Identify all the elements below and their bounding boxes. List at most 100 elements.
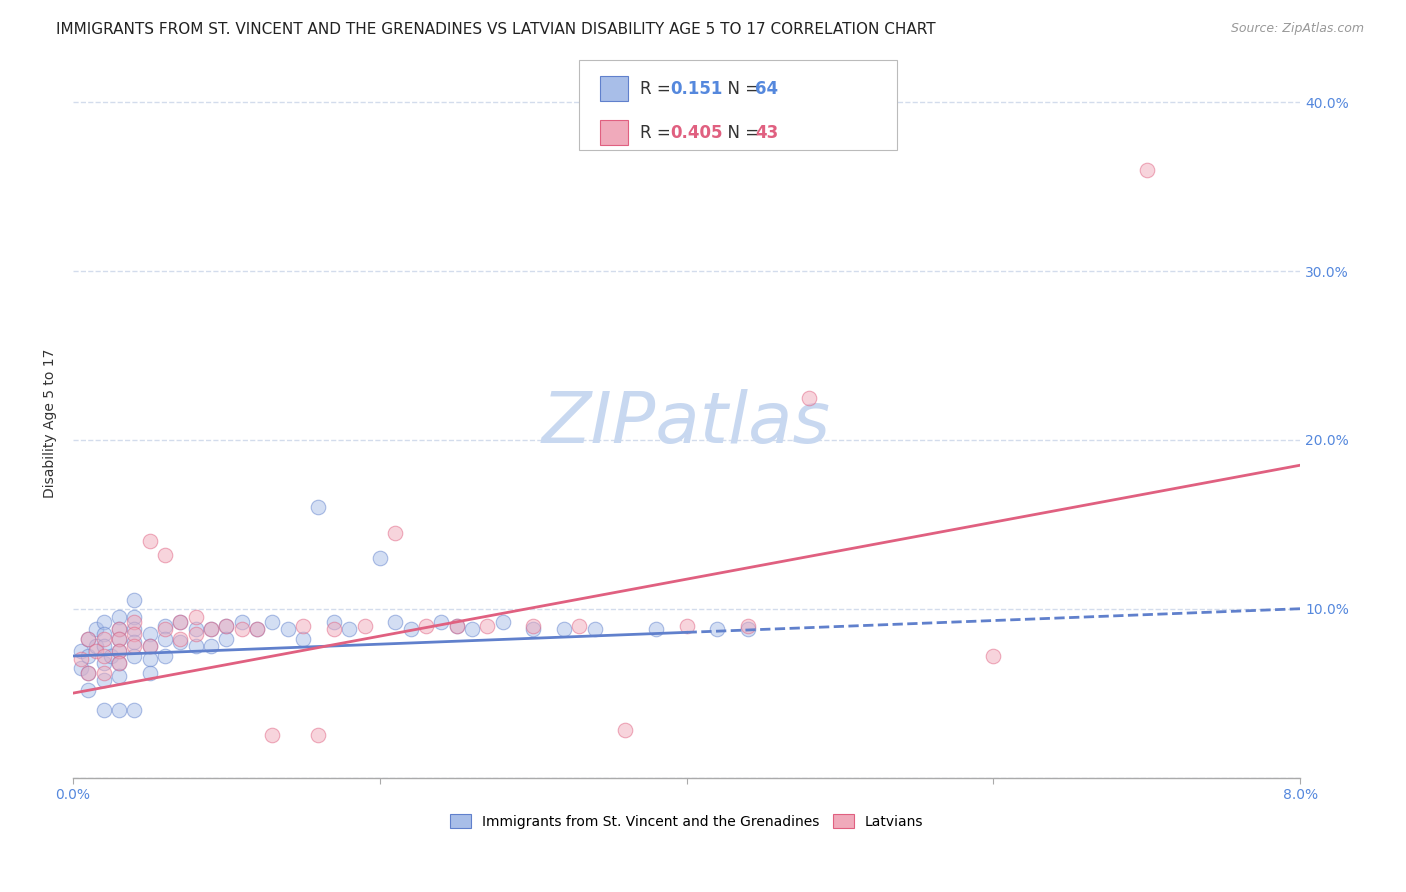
Point xyxy=(93,639,115,653)
Point xyxy=(77,682,100,697)
Point xyxy=(522,618,544,632)
Point xyxy=(262,728,284,742)
Point xyxy=(84,644,107,658)
Point xyxy=(69,661,91,675)
Point xyxy=(100,648,122,663)
Point xyxy=(799,391,821,405)
Point xyxy=(737,618,759,632)
Point xyxy=(215,618,238,632)
Point xyxy=(614,723,637,738)
Point xyxy=(231,622,253,636)
Point xyxy=(139,639,162,653)
Point xyxy=(1136,162,1159,177)
Text: ZIPatlas: ZIPatlas xyxy=(543,389,831,458)
Point xyxy=(124,622,146,636)
Text: R =: R = xyxy=(640,79,676,98)
Point xyxy=(108,656,131,670)
Point xyxy=(84,639,107,653)
Text: R =: R = xyxy=(640,124,676,142)
Point xyxy=(246,622,269,636)
Point xyxy=(384,525,406,540)
Point xyxy=(675,618,697,632)
Point xyxy=(124,610,146,624)
Point xyxy=(77,632,100,646)
Point xyxy=(153,622,176,636)
Point xyxy=(231,615,253,630)
Point xyxy=(77,648,100,663)
Point xyxy=(292,618,315,632)
Point xyxy=(139,534,162,549)
Point xyxy=(93,615,115,630)
Point xyxy=(384,615,406,630)
Point xyxy=(981,648,1004,663)
Point xyxy=(553,622,575,636)
Point xyxy=(93,627,115,641)
Point xyxy=(69,652,91,666)
Text: 0.405: 0.405 xyxy=(671,124,723,142)
Point xyxy=(215,618,238,632)
Point xyxy=(308,728,330,742)
Point xyxy=(446,618,468,632)
Text: IMMIGRANTS FROM ST. VINCENT AND THE GRENADINES VS LATVIAN DISABILITY AGE 5 TO 17: IMMIGRANTS FROM ST. VINCENT AND THE GREN… xyxy=(56,22,936,37)
Point xyxy=(108,656,131,670)
Point xyxy=(108,669,131,683)
Point xyxy=(169,615,191,630)
Point xyxy=(169,632,191,646)
Point xyxy=(322,615,344,630)
Point xyxy=(108,632,131,646)
Point xyxy=(184,639,207,653)
Point xyxy=(169,615,191,630)
Y-axis label: Disability Age 5 to 17: Disability Age 5 to 17 xyxy=(44,349,58,498)
Point xyxy=(184,610,207,624)
Point xyxy=(169,635,191,649)
Point xyxy=(200,622,222,636)
Point xyxy=(522,622,544,636)
Point xyxy=(69,644,91,658)
Point xyxy=(108,644,131,658)
Point xyxy=(124,615,146,630)
Point xyxy=(477,618,499,632)
Point xyxy=(108,703,131,717)
Point xyxy=(93,673,115,687)
Point xyxy=(108,610,131,624)
Point xyxy=(108,622,131,636)
Text: N =: N = xyxy=(717,124,765,142)
Text: 0.151: 0.151 xyxy=(671,79,723,98)
Point xyxy=(277,622,299,636)
Point xyxy=(124,593,146,607)
Point xyxy=(93,665,115,680)
Point xyxy=(337,622,360,636)
Point xyxy=(368,551,391,566)
Point xyxy=(93,703,115,717)
Point xyxy=(491,615,513,630)
Point xyxy=(353,618,375,632)
Point xyxy=(215,632,238,646)
Point xyxy=(139,639,162,653)
Point xyxy=(583,622,606,636)
Point xyxy=(93,656,115,670)
Point xyxy=(246,622,269,636)
Point xyxy=(93,648,115,663)
Point xyxy=(77,632,100,646)
Point xyxy=(153,548,176,562)
Point xyxy=(153,618,176,632)
Point xyxy=(262,615,284,630)
Point xyxy=(84,622,107,636)
Point xyxy=(153,648,176,663)
Point xyxy=(645,622,668,636)
Point xyxy=(184,627,207,641)
Point xyxy=(568,618,591,632)
Point xyxy=(124,648,146,663)
Point xyxy=(200,639,222,653)
Point xyxy=(430,615,453,630)
Point xyxy=(415,618,437,632)
Point xyxy=(737,622,759,636)
Point xyxy=(446,618,468,632)
Point xyxy=(108,622,131,636)
Point xyxy=(77,665,100,680)
Point xyxy=(322,622,344,636)
Point xyxy=(706,622,728,636)
Legend: Immigrants from St. Vincent and the Grenadines, Latvians: Immigrants from St. Vincent and the Gren… xyxy=(444,808,929,834)
Text: 64: 64 xyxy=(755,79,778,98)
Point xyxy=(200,622,222,636)
